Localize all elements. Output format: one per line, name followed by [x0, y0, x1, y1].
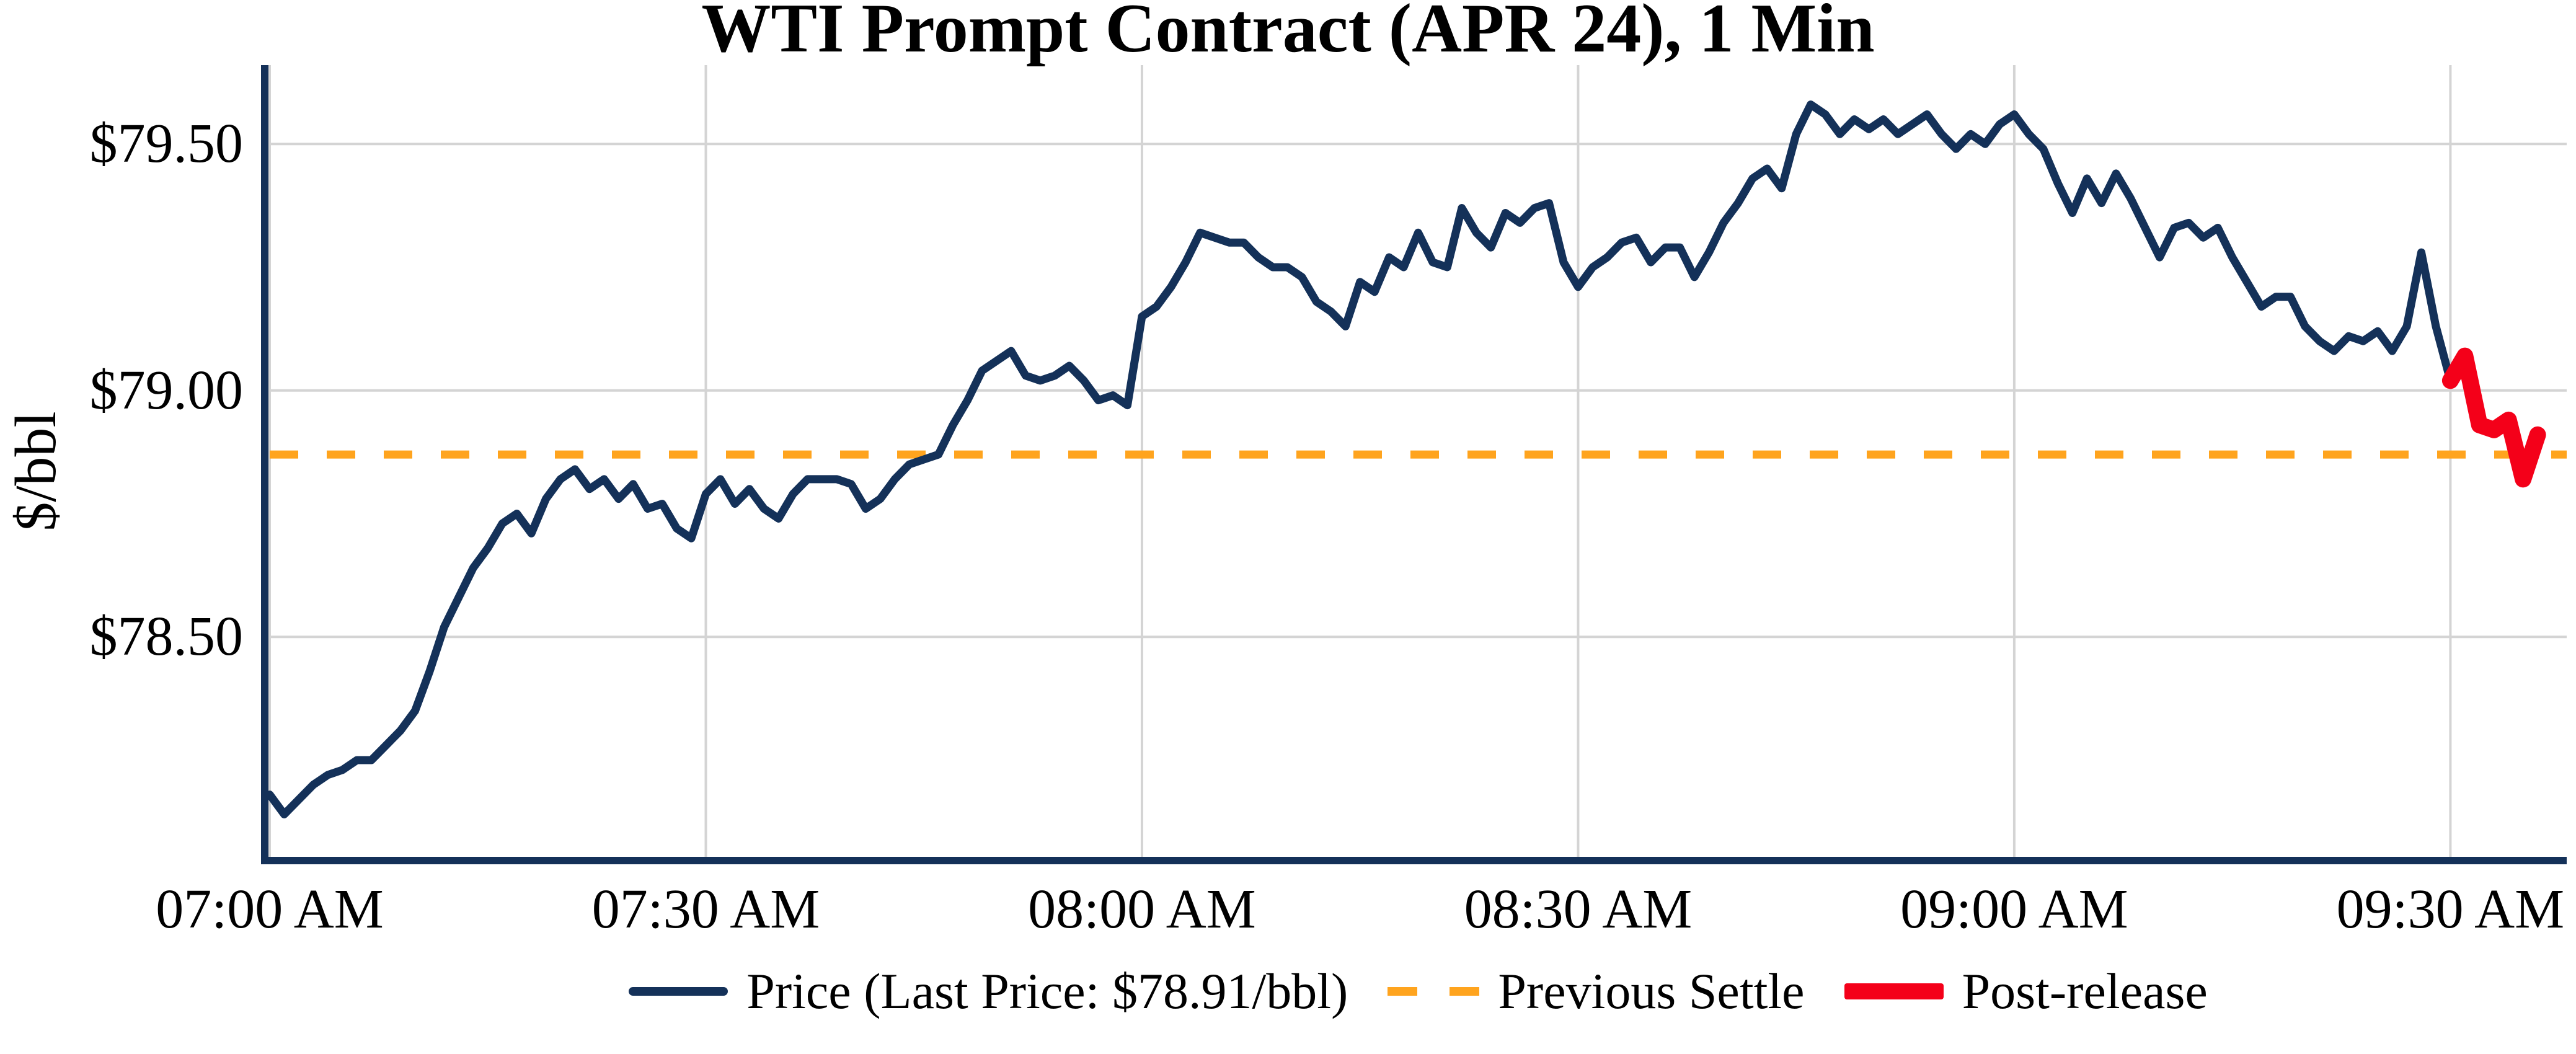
legend-item-previous-settle: Previous Settle [1388, 962, 1805, 1021]
chart-title: WTI Prompt Contract (APR 24), 1 Min [701, 0, 1875, 67]
x-tick-label: 08:00 AM [1028, 879, 1256, 940]
y-tick-label: $79.50 [89, 113, 244, 175]
price-line-swatch-icon [629, 987, 728, 996]
legend-label-post-release: Post-release [1962, 963, 2208, 1019]
legend-item-post-release: Post-release [1844, 962, 2208, 1021]
x-tick-label: 08:30 AM [1464, 879, 1693, 940]
post-release-line [2441, 347, 2546, 488]
x-tick-label: 09:00 AM [1900, 879, 2128, 940]
y-tick-label: $79.00 [89, 359, 244, 421]
price-line [265, 100, 2454, 818]
legend-label-price: Price (Last Price: $78.91/bbl) [746, 963, 1348, 1019]
legend-label-previous-settle: Previous Settle [1498, 963, 1805, 1019]
y-tick-label: $78.50 [89, 606, 244, 668]
x-tick-label: 09:30 AM [2336, 879, 2565, 940]
legend: Price (Last Price: $78.91/bbl) Previous … [270, 962, 2567, 1021]
legend-item-price: Price (Last Price: $78.91/bbl) [629, 962, 1348, 1021]
y-axis-label: $/bbl [4, 411, 68, 531]
x-tick-label: 07:30 AM [591, 879, 820, 940]
previous-settle-dash-swatch-icon [1388, 987, 1480, 996]
x-tick-label: 07:00 AM [156, 879, 384, 940]
post-release-line-swatch-icon [1844, 983, 1944, 999]
